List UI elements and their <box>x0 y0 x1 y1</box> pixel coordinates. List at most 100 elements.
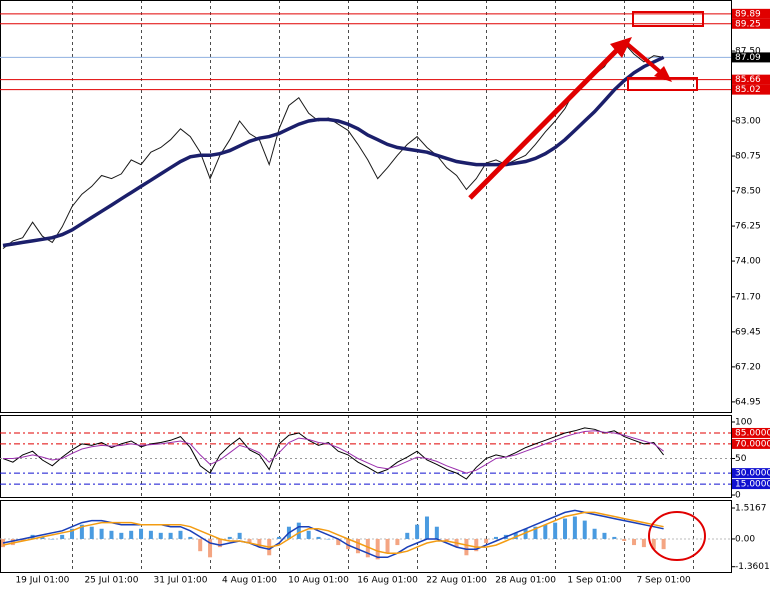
histogram-bar <box>316 536 321 539</box>
histogram-bar <box>178 530 183 539</box>
drawn-arrow <box>468 40 627 200</box>
x-tick-label: 7 Sep 01:00 <box>636 576 691 586</box>
histogram-bar <box>375 538 380 560</box>
histogram-bar <box>434 526 439 539</box>
histogram-bar <box>217 538 222 548</box>
histogram-bar <box>484 538 489 544</box>
x-tick-label: 19 Jul 01:00 <box>15 576 69 586</box>
x-tick-label: 25 Jul 01:00 <box>84 576 138 586</box>
histogram-bar <box>306 530 311 539</box>
y-tick-label: 100 <box>735 418 752 428</box>
histogram-bar <box>346 538 351 550</box>
level-label: 85.02 <box>735 85 761 95</box>
y-tick-label: 83.00 <box>735 117 761 127</box>
histogram-bar <box>10 538 15 546</box>
x-tick-label: 10 Aug 01:00 <box>288 576 349 586</box>
histogram-bar <box>651 538 656 550</box>
y-tick-label: 80.75 <box>735 152 761 162</box>
y-tick-label: 69.45 <box>735 327 761 337</box>
histogram-bar <box>237 532 242 539</box>
level-label-bg <box>732 468 770 479</box>
histogram-bar <box>109 530 114 539</box>
y-tick-label: 1.5167 <box>735 504 767 514</box>
y-tick-label: 50 <box>735 454 747 464</box>
level-label-bg <box>732 427 770 438</box>
level-label-bg <box>732 52 770 63</box>
histogram-bar <box>474 538 479 552</box>
histogram-bar <box>632 538 637 546</box>
histogram-bar <box>188 536 193 539</box>
histogram-bar <box>602 532 607 539</box>
histogram-bar <box>612 536 617 539</box>
x-tick-label: 22 Aug 01:00 <box>426 576 487 586</box>
level-label-bg <box>732 8 770 19</box>
histogram-bar <box>355 538 360 554</box>
histogram-bar <box>198 538 203 552</box>
histogram-bar <box>365 538 370 558</box>
histogram-bar <box>79 524 84 539</box>
histogram-bar <box>533 526 538 539</box>
histogram-bar <box>277 536 282 539</box>
histogram-bar <box>208 538 213 558</box>
histogram-bar <box>89 526 94 539</box>
y-tick-label: 78.50 <box>735 187 761 197</box>
histogram-bar <box>326 538 331 540</box>
series-line <box>2 511 664 554</box>
y-tick-label: 76.25 <box>735 222 761 232</box>
histogram-bar <box>563 518 568 539</box>
histogram-bar <box>257 538 262 548</box>
level-label: 30.0000 <box>735 469 770 479</box>
histogram-bar <box>227 536 232 539</box>
histogram-bar <box>70 528 75 539</box>
histogram-bar <box>543 524 548 539</box>
histogram-bar <box>168 532 173 539</box>
histogram-bar <box>572 516 577 539</box>
y-tick-label: 74.00 <box>735 257 761 267</box>
level-label-bg <box>732 479 770 490</box>
x-tick-label: 16 Aug 01:00 <box>357 576 418 586</box>
arrow-head <box>654 66 672 82</box>
drawn-arrow <box>623 40 667 78</box>
level-label: 87.09 <box>735 53 761 63</box>
histogram-bar <box>99 528 104 539</box>
histogram-bar <box>40 536 45 539</box>
histogram-bar <box>464 538 469 556</box>
histogram-bar <box>385 538 390 554</box>
histogram-bar <box>424 516 429 539</box>
histogram-bar <box>444 538 449 541</box>
histogram-bar <box>129 530 134 539</box>
histogram-bar <box>148 530 153 539</box>
level-label-bg <box>732 84 770 95</box>
histogram-bar <box>513 532 518 539</box>
level-label-bg <box>732 438 770 449</box>
level-label: 85.0000 <box>735 428 770 438</box>
histogram-bar <box>1 538 5 548</box>
y-tick-label: 71.70 <box>735 292 761 302</box>
histogram-bar <box>60 534 65 539</box>
series-line <box>2 427 664 480</box>
level-label: 89.25 <box>735 19 761 29</box>
histogram-bar <box>139 528 144 539</box>
histogram-bar <box>405 532 410 539</box>
level-label-bg <box>732 74 770 85</box>
series-line <box>3 430 664 474</box>
oscillator-panel <box>0 415 732 498</box>
histogram-bar <box>296 522 301 539</box>
y-tick-label: 67.20 <box>735 362 761 372</box>
y-tick-label: -1.3601 <box>735 562 770 572</box>
level-label: 89.89 <box>735 9 761 19</box>
series-line <box>2 55 665 248</box>
histogram-bar <box>336 538 341 546</box>
histogram-bar <box>641 538 646 548</box>
x-tick-label: 31 Jul 01:00 <box>153 576 207 586</box>
x-tick-label: 1 Sep 01:00 <box>567 576 622 586</box>
histogram-bar <box>494 536 498 539</box>
histogram-bar <box>661 538 666 550</box>
y-tick-label: 0 <box>735 491 741 501</box>
histogram-bar <box>119 532 124 539</box>
level-label: 15.0000 <box>735 480 770 490</box>
drawn-circle <box>648 511 706 561</box>
x-tick-label: 4 Aug 01:00 <box>222 576 277 586</box>
